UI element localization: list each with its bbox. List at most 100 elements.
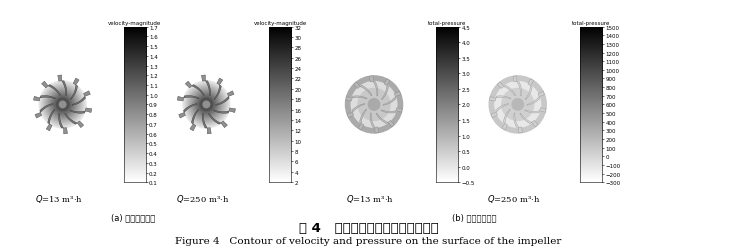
- Circle shape: [194, 93, 219, 117]
- Circle shape: [189, 88, 224, 122]
- Circle shape: [196, 94, 217, 116]
- Polygon shape: [214, 110, 229, 114]
- Polygon shape: [360, 86, 372, 96]
- Circle shape: [193, 92, 220, 118]
- Text: 图 4   叶轮表面的速度和压力分布图: 图 4 叶轮表面的速度和压力分布图: [298, 221, 439, 234]
- Polygon shape: [72, 97, 85, 106]
- Polygon shape: [62, 82, 66, 96]
- Polygon shape: [85, 108, 92, 113]
- Circle shape: [43, 86, 82, 124]
- Circle shape: [184, 83, 228, 127]
- Circle shape: [45, 88, 80, 122]
- Circle shape: [41, 83, 85, 127]
- Polygon shape: [381, 110, 396, 114]
- Polygon shape: [360, 110, 366, 124]
- Circle shape: [187, 86, 226, 124]
- Polygon shape: [527, 97, 539, 106]
- Circle shape: [46, 88, 79, 122]
- Polygon shape: [192, 110, 199, 124]
- Circle shape: [57, 99, 69, 111]
- Circle shape: [58, 101, 67, 109]
- Circle shape: [188, 87, 225, 123]
- Polygon shape: [496, 104, 509, 113]
- Polygon shape: [207, 128, 212, 134]
- Polygon shape: [41, 82, 48, 88]
- Circle shape: [201, 100, 212, 110]
- Circle shape: [204, 103, 209, 107]
- Circle shape: [60, 102, 66, 108]
- Polygon shape: [354, 82, 360, 89]
- Polygon shape: [352, 96, 367, 100]
- Circle shape: [49, 92, 76, 118]
- Polygon shape: [33, 97, 40, 102]
- Circle shape: [44, 87, 81, 123]
- Polygon shape: [206, 82, 210, 96]
- Polygon shape: [217, 79, 223, 86]
- Polygon shape: [370, 113, 375, 128]
- Circle shape: [199, 97, 214, 113]
- Text: $Q$=250 m³·h: $Q$=250 m³·h: [176, 192, 229, 204]
- Circle shape: [203, 102, 209, 108]
- Text: Figure 4   Contour of velocity and pressure on the surface of the impeller: Figure 4 Contour of velocity and pressur…: [175, 236, 562, 245]
- Polygon shape: [502, 124, 508, 130]
- Polygon shape: [48, 85, 60, 96]
- Title: velocity-magnitude: velocity-magnitude: [108, 21, 161, 26]
- Circle shape: [186, 85, 226, 125]
- Circle shape: [59, 102, 66, 108]
- Circle shape: [57, 100, 68, 110]
- Circle shape: [52, 94, 74, 116]
- Polygon shape: [57, 76, 62, 82]
- Polygon shape: [70, 86, 77, 100]
- Polygon shape: [347, 113, 354, 118]
- Circle shape: [191, 90, 222, 120]
- Polygon shape: [388, 121, 394, 128]
- Polygon shape: [83, 92, 91, 97]
- Polygon shape: [375, 128, 379, 134]
- Circle shape: [43, 85, 83, 125]
- Polygon shape: [203, 114, 207, 128]
- Polygon shape: [77, 122, 84, 128]
- Polygon shape: [70, 110, 85, 114]
- Polygon shape: [184, 104, 197, 113]
- Circle shape: [42, 84, 83, 126]
- Circle shape: [190, 88, 223, 122]
- Polygon shape: [48, 110, 55, 124]
- Circle shape: [198, 97, 214, 113]
- Circle shape: [192, 90, 221, 120]
- Polygon shape: [383, 97, 396, 106]
- Polygon shape: [358, 124, 364, 130]
- Polygon shape: [514, 113, 519, 128]
- Circle shape: [368, 99, 380, 111]
- Circle shape: [41, 84, 84, 126]
- Circle shape: [51, 93, 74, 117]
- Circle shape: [55, 97, 71, 113]
- Polygon shape: [528, 80, 534, 86]
- Circle shape: [49, 92, 76, 118]
- Polygon shape: [192, 85, 204, 96]
- Circle shape: [187, 86, 226, 124]
- Polygon shape: [503, 86, 516, 96]
- Circle shape: [203, 102, 209, 108]
- Polygon shape: [519, 128, 523, 134]
- Circle shape: [52, 94, 73, 116]
- Circle shape: [512, 99, 523, 111]
- Circle shape: [184, 83, 228, 127]
- Polygon shape: [185, 82, 192, 88]
- Circle shape: [495, 82, 541, 128]
- Polygon shape: [190, 124, 196, 131]
- Circle shape: [55, 97, 70, 113]
- Polygon shape: [59, 114, 63, 128]
- Polygon shape: [382, 86, 388, 100]
- Polygon shape: [496, 96, 511, 100]
- Polygon shape: [513, 76, 517, 82]
- Polygon shape: [384, 80, 390, 86]
- Circle shape: [46, 89, 79, 121]
- Circle shape: [190, 89, 223, 121]
- Polygon shape: [221, 122, 228, 128]
- Polygon shape: [503, 110, 510, 124]
- Polygon shape: [73, 79, 79, 86]
- Polygon shape: [369, 76, 373, 82]
- Polygon shape: [229, 108, 236, 113]
- Polygon shape: [35, 113, 42, 118]
- Polygon shape: [201, 76, 206, 82]
